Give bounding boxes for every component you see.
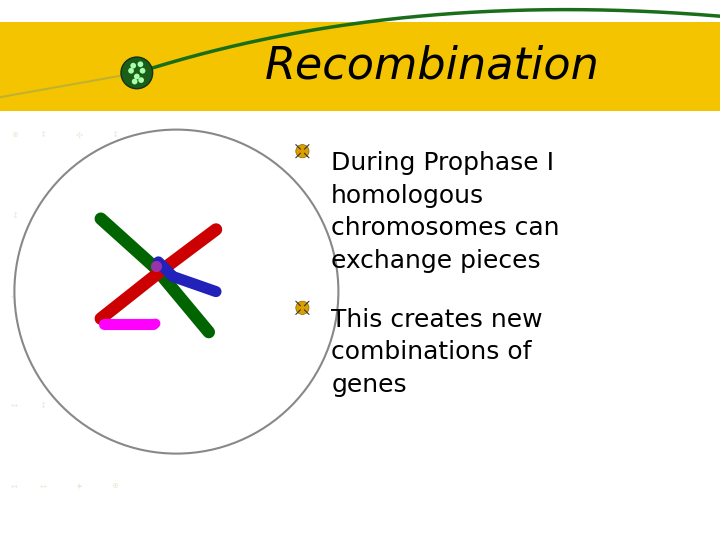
Circle shape [296,145,309,158]
Text: ⊕: ⊕ [112,401,119,409]
Text: ↕: ↕ [112,131,119,139]
Text: ✣: ✣ [112,212,119,220]
Text: ✣: ✣ [11,293,18,301]
Text: This creates new
combinations of
genes: This creates new combinations of genes [331,308,543,397]
Circle shape [296,301,309,314]
Text: Recombination: Recombination [264,45,600,87]
Text: ⊕: ⊕ [11,131,18,139]
Text: ↕: ↕ [11,212,18,220]
Bar [0,22,720,111]
Text: ✦: ✦ [76,482,83,490]
Text: ✦: ✦ [40,212,47,220]
Circle shape [128,68,134,73]
Text: ↕: ↕ [40,131,47,139]
Text: ⊕: ⊕ [76,293,83,301]
Text: ↔: ↔ [40,482,47,490]
Text: ↔: ↔ [11,482,18,490]
Circle shape [121,57,153,89]
Text: ✦: ✦ [76,401,83,409]
Text: ↕: ↕ [40,293,47,301]
Text: ↕: ↕ [40,401,47,409]
Text: ✣: ✣ [76,131,83,139]
Circle shape [138,77,144,83]
Text: ✣: ✣ [76,212,83,220]
Circle shape [130,63,136,69]
Text: ↔: ↔ [11,401,18,409]
Circle shape [132,79,138,84]
Circle shape [140,68,145,73]
Circle shape [134,73,140,79]
Text: During Prophase I
homologous
chromosomes can
exchange pieces: During Prophase I homologous chromosomes… [331,151,559,273]
Text: ✣: ✣ [112,293,119,301]
Circle shape [14,130,338,454]
Text: ⊕: ⊕ [112,482,119,490]
Circle shape [138,62,143,67]
